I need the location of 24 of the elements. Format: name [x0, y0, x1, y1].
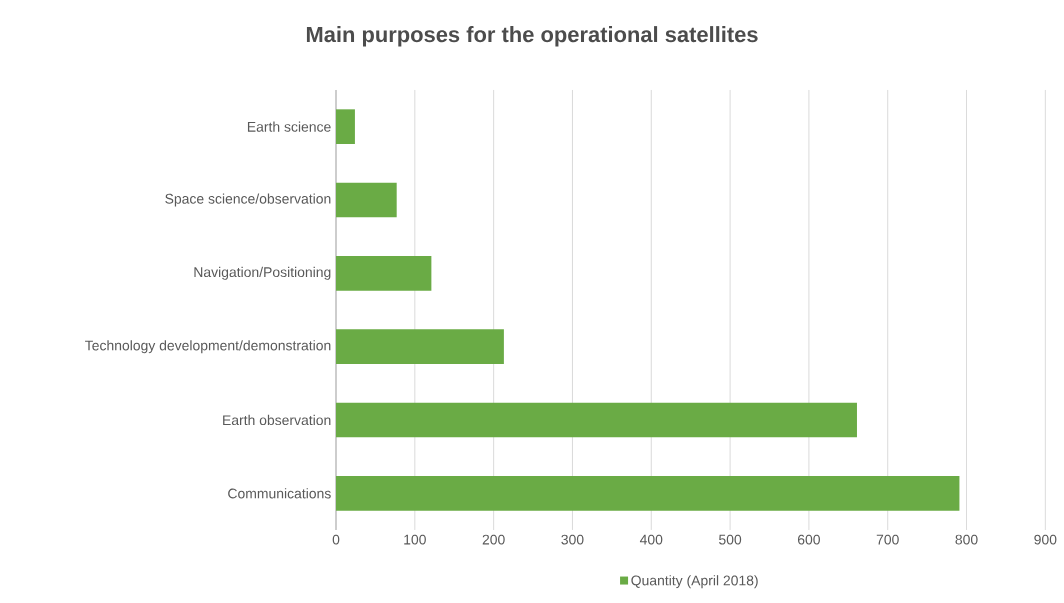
bar [336, 402, 857, 438]
legend-label: Quantity (April 2018) [631, 575, 758, 589]
chart-title: Main purposes for the operational satellites [306, 26, 758, 47]
y-tick-label: Earth science [247, 121, 331, 132]
x-tick-label: 700 [876, 534, 899, 545]
bar [336, 329, 504, 364]
bar [336, 109, 355, 144]
x-tick-label: 300 [561, 534, 584, 545]
x-tick-label: 200 [482, 534, 505, 545]
bar [336, 475, 960, 511]
y-tick-label: Technology development/demonstration [85, 340, 331, 354]
y-tick-label: Space science/observation [165, 193, 331, 207]
x-tick-label: 600 [797, 534, 820, 545]
bar [336, 255, 432, 291]
y-tick-label: Navigation/Positioning [194, 266, 331, 280]
x-tick-label: 100 [404, 534, 426, 545]
y-tick-label: Earth observation [223, 414, 331, 426]
bar [336, 182, 397, 218]
x-tick-label: 500 [719, 534, 742, 545]
x-tick-label: 800 [955, 534, 978, 545]
x-tick-label: 400 [639, 534, 663, 545]
x-tick-label: 900 [1034, 534, 1057, 545]
y-tick-label: Communications [228, 488, 331, 499]
x-tick-label: 0 [332, 534, 340, 545]
